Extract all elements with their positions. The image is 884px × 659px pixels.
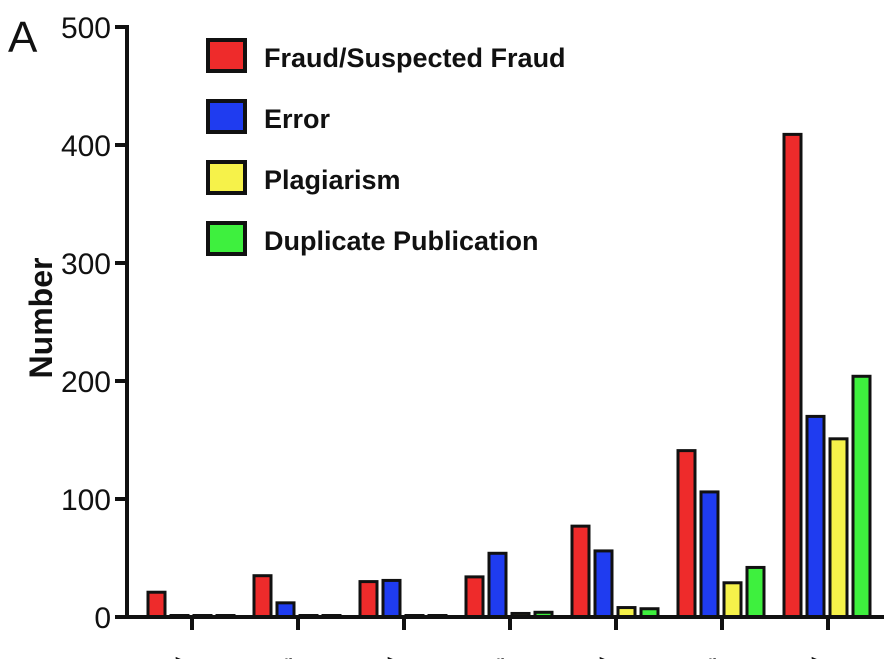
x-tick-label: >: [598, 648, 613, 659]
panel-label: A: [8, 13, 38, 62]
bar: [464, 575, 485, 619]
legend-swatch: [206, 38, 247, 73]
legend: Fraud/Suspected Fraud Error Plagiarism Dupl…: [206, 38, 566, 256]
x-tick-label: >: [810, 648, 825, 659]
bar: [782, 132, 803, 619]
x-tick-label: r: [496, 648, 505, 659]
bar: [252, 574, 273, 619]
x-tick-label: r: [284, 648, 293, 659]
x-tick-label: >: [174, 648, 189, 659]
bar: [851, 374, 872, 619]
y-axis-label: Number: [23, 258, 59, 379]
legend-label: Duplicate Publication: [264, 226, 539, 256]
y-tick-label: 400: [61, 130, 111, 163]
y-tick-label: 0: [94, 602, 111, 635]
bar: [146, 590, 167, 619]
bar: [358, 580, 379, 619]
legend-label: Error: [264, 104, 331, 134]
bar: [676, 449, 697, 619]
y-tick-label: 200: [61, 366, 111, 399]
x-tick-label: r: [708, 648, 717, 659]
y-axis-ticks: 0 100 200 300 400 500: [61, 12, 127, 635]
bar: [699, 490, 720, 619]
y-tick-label: 100: [61, 484, 111, 517]
legend-swatch: [206, 160, 247, 195]
y-tick-label: 500: [61, 12, 111, 45]
bar: [745, 565, 766, 619]
bar-series: [146, 132, 872, 619]
x-tick-label: >: [386, 648, 401, 659]
bar: [593, 549, 614, 619]
bar: [381, 578, 402, 619]
bar: [722, 581, 743, 619]
bar: [275, 601, 296, 619]
legend-swatch: [206, 221, 247, 256]
legend-swatch: [206, 99, 247, 134]
bar: [487, 551, 508, 619]
bar: [570, 524, 591, 619]
legend-label: Plagiarism: [264, 165, 401, 195]
x-axis-ticks: > r > r > r >: [174, 617, 830, 659]
bar: [828, 437, 849, 619]
y-tick-label: 300: [61, 248, 111, 281]
bar: [805, 414, 826, 619]
legend-label: Fraud/Suspected Fraud: [264, 43, 566, 73]
